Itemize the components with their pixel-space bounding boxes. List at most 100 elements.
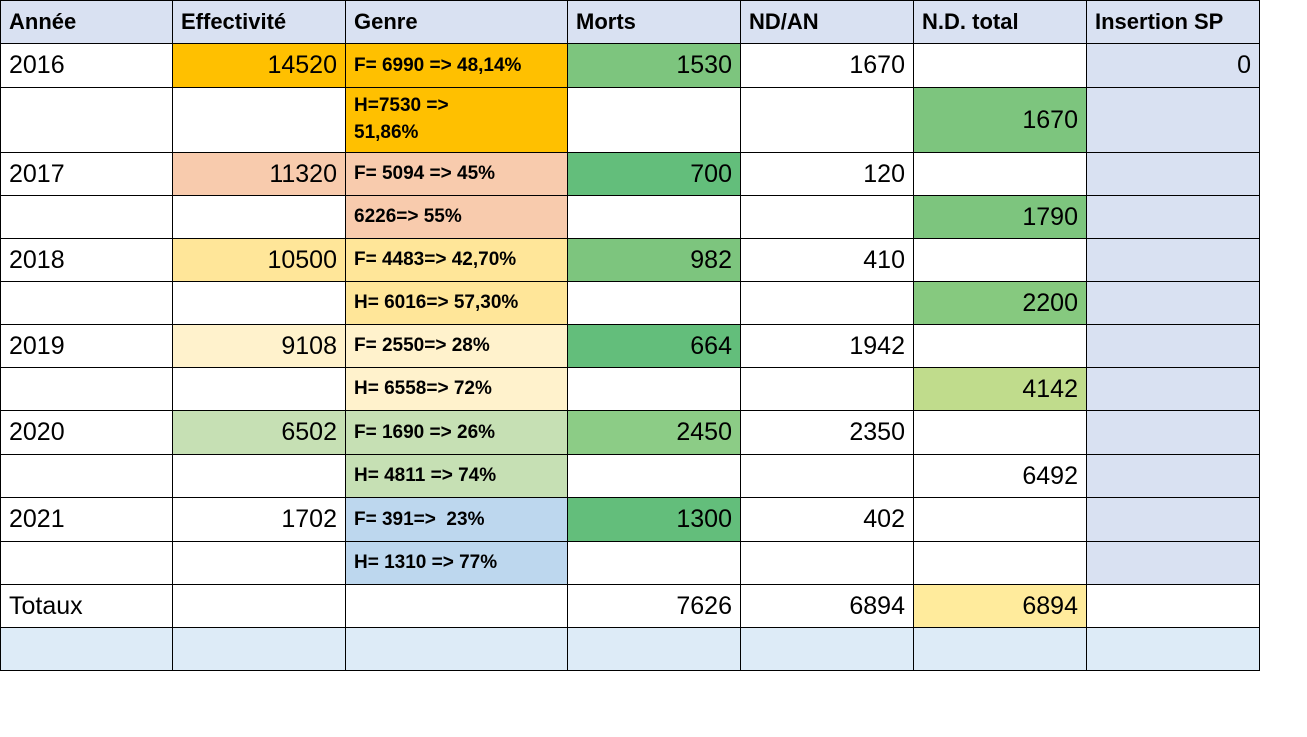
cell-text: 2016 xyxy=(9,51,65,79)
cell-nd-total: 1790 xyxy=(914,196,1087,239)
cell-text: 2018 xyxy=(9,245,65,274)
cell-year xyxy=(0,455,173,498)
cell-effectivite: 14520 xyxy=(173,44,346,88)
cell-effectivite xyxy=(173,628,346,671)
cell-nd-total xyxy=(914,44,1087,88)
cell-text: 1530 xyxy=(676,51,732,79)
cell-text: Genre xyxy=(354,9,418,34)
cell-effectivite xyxy=(173,196,346,239)
cell-text: 2021 xyxy=(9,505,65,533)
cell-text: 6502 xyxy=(281,418,337,446)
cell-effectivite xyxy=(173,455,346,498)
cell-text: F= 4483=> 42,70% xyxy=(354,249,517,270)
cell-insertion-sp xyxy=(1087,88,1260,153)
header-morts: Morts xyxy=(568,0,741,44)
cell-text: 664 xyxy=(690,331,732,360)
cell-nd-total: 6894 xyxy=(914,585,1087,628)
header-insertion-sp: Insertion SP xyxy=(1087,0,1260,44)
cell-genre: H=7530 => 51,86% xyxy=(346,88,568,153)
cell-nd-total xyxy=(914,498,1087,542)
cell-nd-an: 410 xyxy=(741,239,914,282)
cell-genre: 6226=> 55% xyxy=(346,196,568,239)
cell-text: Morts xyxy=(576,9,636,34)
cell-nd-total xyxy=(914,542,1087,585)
cell-morts xyxy=(568,542,741,585)
cell-year: Totaux xyxy=(0,585,173,628)
cell-text: 7626 xyxy=(676,591,732,620)
cell-nd-total: 1670 xyxy=(914,88,1087,153)
cell-insertion-sp xyxy=(1087,628,1260,671)
cell-year xyxy=(0,196,173,239)
cell-effectivite xyxy=(173,368,346,411)
cell-year: 2018 xyxy=(0,239,173,282)
cell-nd-an: 402 xyxy=(741,498,914,542)
cell-nd-an: 6894 xyxy=(741,585,914,628)
cell-text: H= 6016=> 57,30% xyxy=(354,292,519,313)
cell-genre: F= 1690 => 26% xyxy=(346,411,568,455)
cell-text: 700 xyxy=(690,159,732,188)
cell-text: F= 6990 => 48,14% xyxy=(354,54,522,76)
cell-nd-an: 1942 xyxy=(741,325,914,368)
cell-effectivite xyxy=(173,282,346,325)
cell-genre: F= 4483=> 42,70% xyxy=(346,239,568,282)
cell-morts: 1530 xyxy=(568,44,741,88)
cell-text: Effectivité xyxy=(181,9,287,34)
header-year: Année xyxy=(0,0,173,44)
cell-effectivite xyxy=(173,542,346,585)
cell-morts: 2450 xyxy=(568,411,741,455)
cell-text: F= 1690 => 26% xyxy=(354,421,496,443)
cell-text: 2019 xyxy=(9,331,65,360)
cell-text: F= 5094 => 45% xyxy=(354,163,496,184)
cell-year: 2020 xyxy=(0,411,173,455)
cell-genre: F= 2550=> 28% xyxy=(346,325,568,368)
cell-text: 2350 xyxy=(849,418,905,446)
cell-text: 1670 xyxy=(849,51,905,79)
cell-nd-an xyxy=(741,455,914,498)
cell-nd-total xyxy=(914,628,1087,671)
cell-text: 14520 xyxy=(267,51,337,79)
cell-text: N.D. total xyxy=(922,9,1019,34)
cell-year xyxy=(0,282,173,325)
cell-insertion-sp xyxy=(1087,153,1260,196)
cell-text: 6492 xyxy=(1022,461,1078,490)
cell-text: Année xyxy=(9,9,77,34)
cell-morts xyxy=(568,368,741,411)
header-nd-total: N.D. total xyxy=(914,0,1087,44)
cell-morts xyxy=(568,88,741,153)
cell-text: 982 xyxy=(690,245,732,274)
cell-morts: 7626 xyxy=(568,585,741,628)
cell-text: 1702 xyxy=(281,505,337,533)
cell-text: 11320 xyxy=(269,159,337,188)
cell-effectivite: 11320 xyxy=(173,153,346,196)
cell-genre: F= 5094 => 45% xyxy=(346,153,568,196)
cell-genre: F= 6990 => 48,14% xyxy=(346,44,568,88)
cell-insertion-sp xyxy=(1087,542,1260,585)
cell-text: H= 4811 => 74% xyxy=(354,465,497,486)
cell-morts xyxy=(568,196,741,239)
cell-insertion-sp xyxy=(1087,368,1260,411)
cell-genre xyxy=(346,585,568,628)
cell-text: H= 6558=> 72% xyxy=(354,378,492,399)
cell-text: 1300 xyxy=(676,505,732,533)
cell-text: 402 xyxy=(863,505,905,533)
cell-insertion-sp xyxy=(1087,325,1260,368)
cell-genre: F= 391=> 23% xyxy=(346,498,568,542)
header-nd-an: ND/AN xyxy=(741,0,914,44)
cell-year: 2019 xyxy=(0,325,173,368)
cell-insertion-sp xyxy=(1087,498,1260,542)
cell-genre xyxy=(346,628,568,671)
cell-text: 2200 xyxy=(1022,288,1078,317)
cell-text: H=7530 => 51,86% xyxy=(354,95,449,143)
cell-text: 2020 xyxy=(9,418,65,446)
cell-text: F= 2550=> 28% xyxy=(354,335,490,356)
cell-morts: 1300 xyxy=(568,498,741,542)
cell-effectivite: 10500 xyxy=(173,239,346,282)
cell-nd-total xyxy=(914,239,1087,282)
cell-text: 6894 xyxy=(849,591,905,620)
cell-year: 2021 xyxy=(0,498,173,542)
cell-year xyxy=(0,368,173,411)
cell-insertion-sp xyxy=(1087,196,1260,239)
cell-year: 2017 xyxy=(0,153,173,196)
cell-morts: 982 xyxy=(568,239,741,282)
cell-nd-an xyxy=(741,196,914,239)
